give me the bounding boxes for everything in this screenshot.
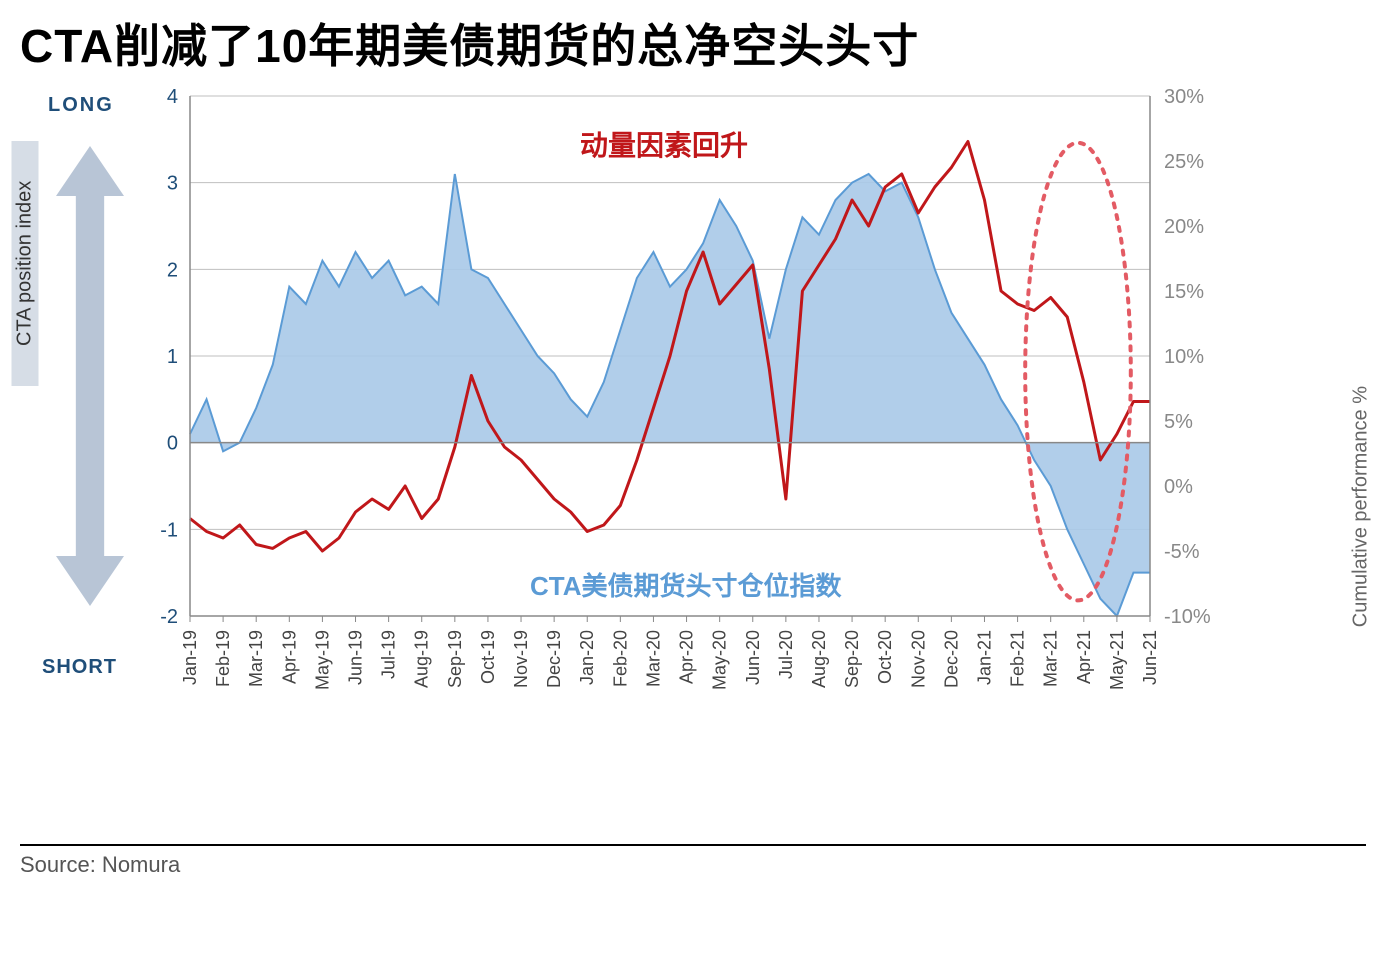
svg-text:Sep-19: Sep-19	[445, 630, 465, 688]
svg-text:25%: 25%	[1164, 151, 1204, 173]
right-axis-title: Cumulative performance %	[1350, 386, 1373, 627]
svg-text:0: 0	[167, 433, 178, 455]
svg-text:-10%: -10%	[1164, 606, 1211, 628]
svg-text:Feb-21: Feb-21	[1008, 630, 1028, 687]
svg-text:May-20: May-20	[710, 630, 730, 690]
svg-text:20%: 20%	[1164, 216, 1204, 238]
svg-text:5%: 5%	[1164, 411, 1193, 433]
svg-text:Sep-20: Sep-20	[842, 630, 862, 688]
svg-text:15%: 15%	[1164, 281, 1204, 303]
svg-text:Mar-20: Mar-20	[643, 630, 663, 687]
left-axis-short-label: SHORT	[42, 656, 117, 679]
left-axis-long-label: LONG	[48, 94, 114, 117]
annotation-blue-label: CTA美债期货头寸仓位指数	[530, 566, 842, 603]
svg-text:Apr-20: Apr-20	[677, 630, 697, 684]
svg-text:Nov-19: Nov-19	[511, 630, 531, 688]
svg-text:Nov-20: Nov-20	[908, 630, 928, 688]
svg-text:Jan-20: Jan-20	[577, 630, 597, 685]
chart-svg: -2 -1 0 1 2 3 4 -10% -5% 0% 5% 10% 15% 20% 25% 30% Jan-1…	[20, 86, 1366, 826]
svg-text:Mar-19: Mar-19	[246, 630, 266, 687]
svg-text:Aug-20: Aug-20	[809, 630, 829, 688]
svg-text:Mar-21: Mar-21	[1041, 630, 1061, 687]
svg-text:2: 2	[167, 259, 178, 281]
svg-text:10%: 10%	[1164, 346, 1204, 368]
svg-text:Oct-20: Oct-20	[875, 630, 895, 684]
source-divider	[20, 844, 1366, 846]
svg-text:Jan-19: Jan-19	[180, 630, 200, 685]
svg-text:0%: 0%	[1164, 476, 1193, 498]
svg-text:Jul-19: Jul-19	[379, 630, 399, 679]
source-label: Source: Nomura	[20, 852, 1366, 878]
svg-text:30%: 30%	[1164, 86, 1204, 108]
svg-text:Apr-19: Apr-19	[279, 630, 299, 684]
svg-text:4: 4	[167, 86, 178, 108]
svg-text:Feb-20: Feb-20	[610, 630, 630, 687]
chart-container: LONG SHORT CTA position index Cumulative…	[20, 86, 1366, 826]
svg-text:-5%: -5%	[1164, 541, 1200, 563]
page-title: CTA削减了10年期美债期货的总净空头头寸	[20, 10, 1366, 76]
svg-text:-1: -1	[160, 519, 178, 541]
svg-text:May-21: May-21	[1107, 630, 1127, 690]
svg-text:Dec-19: Dec-19	[544, 630, 564, 688]
svg-text:Feb-19: Feb-19	[213, 630, 233, 687]
svg-text:3: 3	[167, 173, 178, 195]
svg-text:Jan-21: Jan-21	[974, 630, 994, 685]
annotation-red-label: 动量因素回升	[580, 124, 748, 164]
svg-text:Oct-19: Oct-19	[478, 630, 498, 684]
svg-text:Dec-20: Dec-20	[941, 630, 961, 688]
svg-text:May-19: May-19	[312, 630, 332, 690]
svg-text:Jun-21: Jun-21	[1140, 630, 1160, 685]
svg-text:Jul-20: Jul-20	[776, 630, 796, 679]
left-axis-title: CTA position index	[12, 141, 39, 386]
svg-text:Apr-21: Apr-21	[1074, 630, 1094, 684]
svg-text:1: 1	[167, 346, 178, 368]
svg-text:-2: -2	[160, 606, 178, 628]
svg-text:Jun-19: Jun-19	[346, 630, 366, 685]
svg-text:Jun-20: Jun-20	[743, 630, 763, 685]
svg-text:Aug-19: Aug-19	[412, 630, 432, 688]
